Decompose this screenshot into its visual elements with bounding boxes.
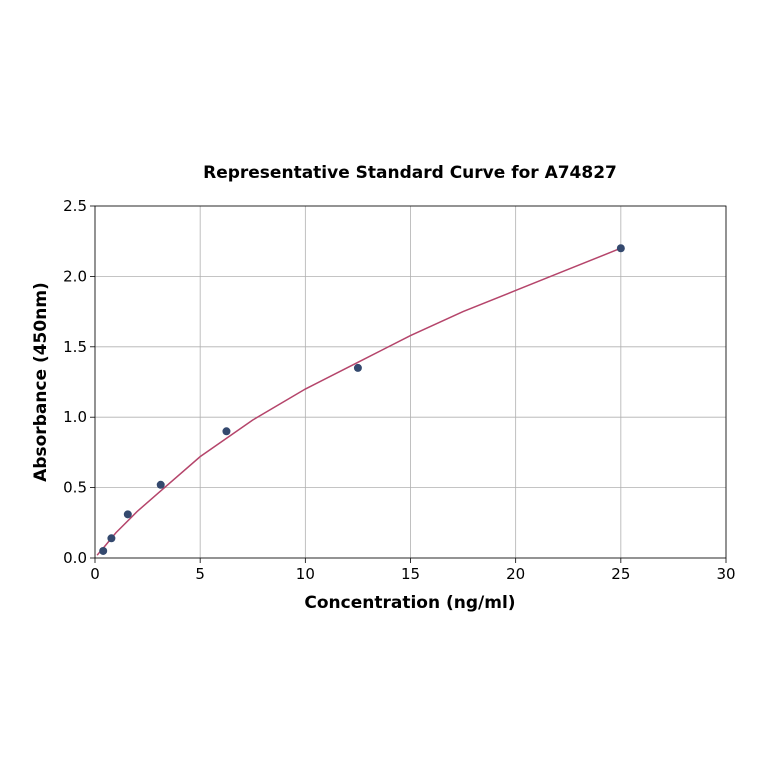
y-axis-label: Absorbance (450nm) xyxy=(31,282,51,482)
fit-curve xyxy=(96,247,622,556)
y-tick-label: 0.0 xyxy=(63,549,87,567)
x-tick-label: 20 xyxy=(506,565,525,583)
chart-title: Representative Standard Curve for A74827 xyxy=(203,163,617,183)
plot-frame xyxy=(94,205,727,559)
data-point xyxy=(353,363,362,372)
y-tick-label: 0.5 xyxy=(63,479,87,497)
data-point xyxy=(99,546,108,555)
y-tick-label: 1.5 xyxy=(63,338,87,356)
data-point xyxy=(616,244,625,253)
y-tick-label: 2.5 xyxy=(63,197,87,215)
x-tick-label: 5 xyxy=(195,565,205,583)
x-tick-label: 15 xyxy=(401,565,420,583)
data-point xyxy=(123,510,132,519)
data-point xyxy=(156,480,165,489)
x-tick-label: 30 xyxy=(716,565,735,583)
data-point xyxy=(107,534,116,543)
data-point xyxy=(222,427,231,436)
x-tick-label: 25 xyxy=(611,565,630,583)
x-tick-label: 0 xyxy=(90,565,100,583)
y-tick-label: 1.0 xyxy=(63,408,87,426)
x-axis-label: Concentration (ng/ml) xyxy=(304,593,515,613)
y-tick-label: 2.0 xyxy=(63,267,87,285)
x-tick-label: 10 xyxy=(296,565,315,583)
